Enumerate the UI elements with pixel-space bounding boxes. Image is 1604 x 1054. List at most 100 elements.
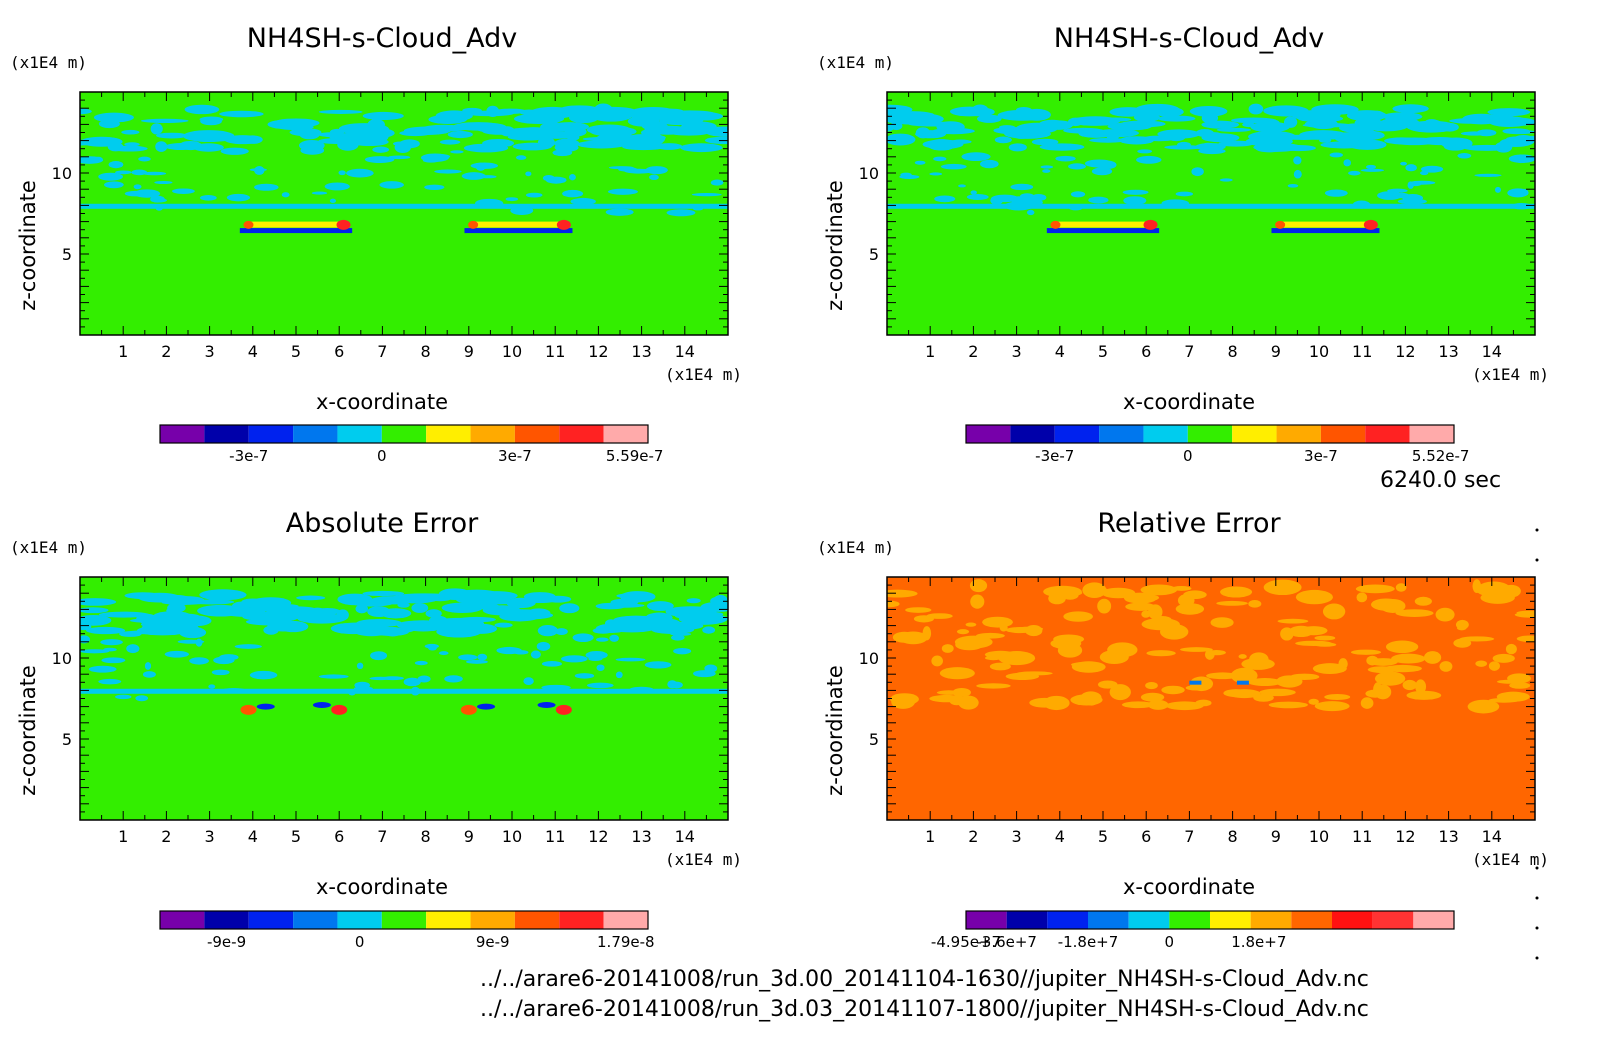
x-tick-label: 14 — [1482, 827, 1502, 846]
contour-region — [1440, 137, 1473, 149]
contour-region — [651, 625, 695, 634]
contour-region — [1414, 596, 1432, 606]
contour-region — [98, 172, 124, 181]
colorbar-swatch — [1320, 425, 1366, 443]
contour-region — [424, 643, 439, 649]
contour-region — [1204, 649, 1215, 660]
footer-file-2: ../../arare6-20141008/run_3d.03_20141107… — [480, 997, 1369, 1022]
contour-region — [1505, 643, 1517, 655]
contour-region — [382, 627, 415, 633]
contour-region — [1435, 607, 1455, 622]
contour-region — [226, 193, 251, 202]
colorbar-label: 0 — [377, 447, 387, 465]
contour-region — [1263, 105, 1309, 117]
contour-region — [444, 675, 463, 683]
contour-region — [164, 143, 196, 151]
contour-region — [460, 704, 477, 715]
contour-region — [140, 118, 189, 123]
x-tick-label: 3 — [1012, 342, 1022, 361]
contour-region — [1119, 136, 1155, 145]
contour-region — [397, 602, 410, 608]
contour-region — [1363, 219, 1378, 230]
x-tick-label: 2 — [968, 827, 978, 846]
colorbar-frame — [159, 910, 649, 930]
contour-region — [537, 701, 556, 708]
contour-region — [555, 628, 568, 635]
contour-region — [1070, 191, 1086, 198]
contour-region — [915, 127, 931, 139]
contour-region — [1377, 191, 1403, 200]
contour-region — [561, 655, 588, 663]
contour-region — [932, 127, 975, 135]
contour-region — [1440, 122, 1459, 132]
contour-region — [1253, 693, 1274, 702]
contour-region — [989, 662, 1011, 671]
x-tick-label: 6 — [334, 827, 344, 846]
x-tick-label: 14 — [675, 342, 695, 361]
colorbar-swatch — [1232, 425, 1277, 443]
contour-region — [704, 136, 728, 145]
contour-region — [537, 625, 559, 637]
y-unit-label: (x1E4 m) — [10, 53, 87, 72]
contour-region — [646, 601, 674, 611]
x-tick-label: 3 — [205, 827, 215, 846]
colorbar-swatch — [204, 911, 249, 929]
colorbar-swatch — [559, 425, 604, 443]
contour-region — [530, 650, 541, 659]
colorbar-swatch — [1187, 425, 1233, 443]
x-tick-label: 2 — [161, 827, 171, 846]
contour-region — [249, 670, 278, 680]
x-tick-label: 10 — [1309, 827, 1329, 846]
x-tick-label: 11 — [545, 342, 565, 361]
contour-region — [1039, 143, 1085, 151]
colorbar-swatch — [514, 911, 560, 929]
contour-region — [1055, 155, 1076, 162]
colorbar-frame — [159, 424, 649, 444]
y-tick-label: 5 — [62, 730, 72, 749]
contour-region — [1042, 169, 1051, 173]
y-tick-label: 5 — [869, 730, 879, 749]
contour-region — [1313, 642, 1337, 647]
contour-region — [1324, 189, 1348, 197]
x-tick-label: 5 — [1098, 827, 1108, 846]
contour-region — [950, 139, 972, 144]
x-tick-label: 12 — [588, 827, 608, 846]
contour-region — [1420, 170, 1429, 176]
contour-region — [211, 669, 230, 676]
contour-region — [922, 626, 932, 641]
colorbar-swatch — [337, 911, 382, 929]
contour-region — [98, 611, 150, 618]
contour-region — [1091, 167, 1113, 176]
contour-region — [1101, 587, 1136, 599]
panel-4: Relative Error(x1E4 m)1 2 3 4 5 6 7 8 9 10 11 12 13 1… — [817, 508, 1549, 951]
contour-region — [439, 139, 461, 145]
contour-region — [1365, 164, 1376, 170]
contour-region — [905, 607, 932, 613]
x-unit-label: (x1E4 m) — [665, 365, 742, 384]
contour-region — [1509, 682, 1531, 689]
contour-region — [1295, 589, 1333, 605]
contour-region — [691, 193, 722, 197]
contour-region — [1354, 117, 1382, 128]
contour-region — [965, 622, 977, 627]
colorbar-label: -3e-7 — [229, 447, 268, 465]
colorbar-swatch — [1054, 425, 1100, 443]
contour-region — [952, 687, 971, 697]
contour-region — [991, 194, 1019, 203]
contour-region — [523, 677, 534, 686]
contour-region — [435, 110, 473, 122]
x-axis-label: x-coordinate — [316, 390, 448, 414]
contour-region — [425, 609, 442, 618]
colorbar-swatch — [470, 425, 515, 443]
colorbar-label: 3e-7 — [1304, 447, 1338, 465]
contour-region — [994, 136, 1012, 144]
contour-region — [1248, 103, 1264, 115]
contour-region — [108, 161, 124, 169]
colorbar-label: -3.6e+7 — [976, 933, 1037, 951]
contour-region — [929, 172, 943, 176]
contour-region — [272, 118, 320, 128]
contour-region — [1366, 655, 1379, 666]
contour-region — [244, 598, 269, 609]
contour-region — [1223, 689, 1249, 698]
contour-region — [596, 664, 605, 671]
